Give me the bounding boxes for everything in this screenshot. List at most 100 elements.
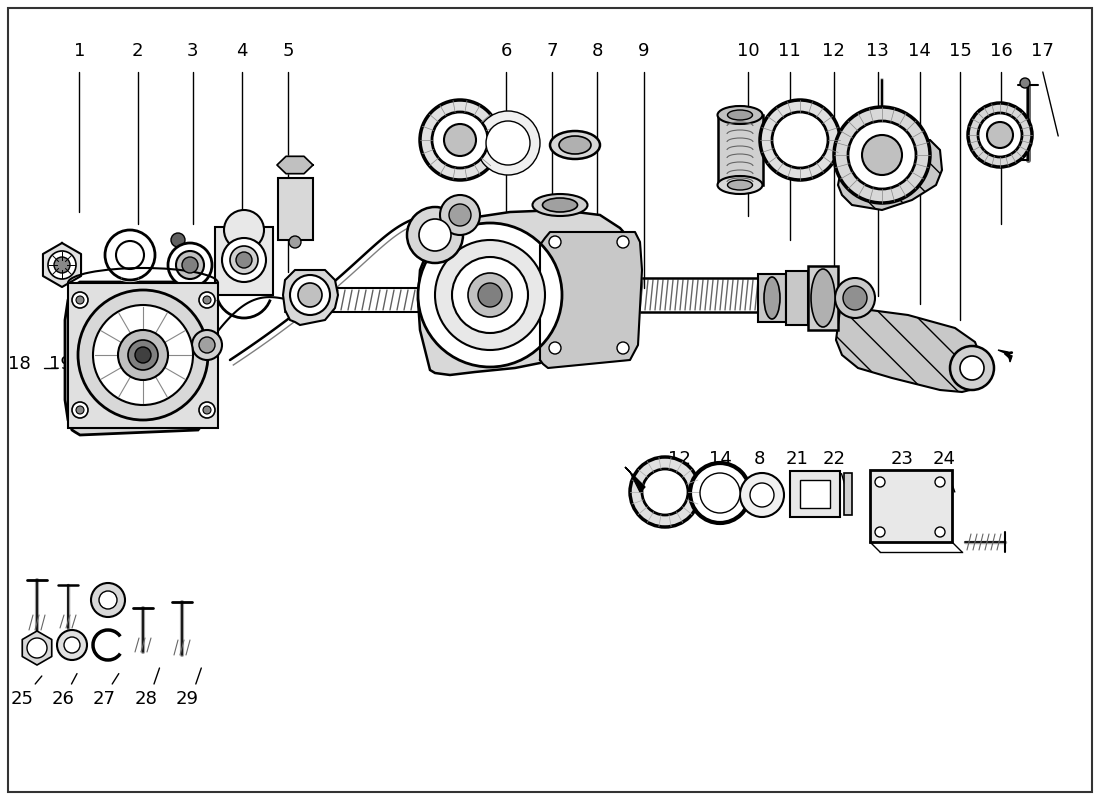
Circle shape xyxy=(449,204,471,226)
Circle shape xyxy=(224,210,264,250)
Text: 7: 7 xyxy=(547,42,558,60)
Circle shape xyxy=(1020,78,1030,88)
Text: 29: 29 xyxy=(176,690,198,707)
Polygon shape xyxy=(540,232,642,368)
Bar xyxy=(808,266,838,330)
Text: 21: 21 xyxy=(786,450,808,468)
Circle shape xyxy=(978,113,1022,157)
Circle shape xyxy=(54,257,70,273)
Circle shape xyxy=(772,112,828,168)
Ellipse shape xyxy=(717,106,762,124)
Text: 5: 5 xyxy=(283,42,294,60)
Circle shape xyxy=(444,124,476,156)
Polygon shape xyxy=(65,282,214,435)
Circle shape xyxy=(874,527,886,537)
Circle shape xyxy=(690,463,750,523)
Circle shape xyxy=(64,637,80,653)
Circle shape xyxy=(432,112,488,168)
Circle shape xyxy=(420,100,500,180)
Circle shape xyxy=(116,241,144,269)
Text: 16: 16 xyxy=(990,42,1012,60)
Circle shape xyxy=(935,527,945,537)
Text: 26: 26 xyxy=(52,690,74,707)
Polygon shape xyxy=(625,467,645,492)
Text: 27: 27 xyxy=(94,690,115,707)
Text: 14: 14 xyxy=(909,42,931,60)
Polygon shape xyxy=(418,210,638,375)
Ellipse shape xyxy=(764,277,780,319)
Circle shape xyxy=(170,233,185,247)
Bar xyxy=(844,473,852,515)
Circle shape xyxy=(289,236,301,248)
Circle shape xyxy=(935,477,945,487)
Bar xyxy=(870,470,952,542)
Text: 4: 4 xyxy=(236,42,248,60)
Circle shape xyxy=(419,219,451,251)
Polygon shape xyxy=(283,270,338,325)
Circle shape xyxy=(204,406,211,414)
Circle shape xyxy=(76,406,84,414)
Circle shape xyxy=(987,122,1013,148)
Circle shape xyxy=(476,111,540,175)
Text: 10: 10 xyxy=(737,42,759,60)
Circle shape xyxy=(290,275,330,315)
Text: 23: 23 xyxy=(891,450,913,468)
Ellipse shape xyxy=(717,176,762,194)
Circle shape xyxy=(168,243,212,287)
Text: 8: 8 xyxy=(592,42,603,60)
Circle shape xyxy=(960,356,984,380)
Text: 18: 18 xyxy=(9,355,31,373)
Circle shape xyxy=(968,103,1032,167)
Circle shape xyxy=(182,257,198,273)
Circle shape xyxy=(298,283,322,307)
Circle shape xyxy=(91,583,125,617)
Circle shape xyxy=(72,402,88,418)
Circle shape xyxy=(236,252,252,268)
Ellipse shape xyxy=(532,194,587,216)
Text: 20: 20 xyxy=(94,355,115,373)
Bar xyxy=(800,480,830,508)
Circle shape xyxy=(874,477,886,487)
Polygon shape xyxy=(838,140,942,210)
Circle shape xyxy=(94,305,192,405)
Polygon shape xyxy=(43,243,81,287)
Bar xyxy=(790,471,840,517)
Circle shape xyxy=(418,223,562,367)
Ellipse shape xyxy=(559,136,591,154)
Polygon shape xyxy=(836,310,984,392)
Circle shape xyxy=(199,402,214,418)
Text: 19: 19 xyxy=(50,355,72,373)
Circle shape xyxy=(642,469,688,515)
Circle shape xyxy=(199,337,214,353)
Ellipse shape xyxy=(727,110,752,120)
Text: 9: 9 xyxy=(638,42,649,60)
Ellipse shape xyxy=(550,131,600,159)
Ellipse shape xyxy=(727,180,752,190)
Polygon shape xyxy=(998,350,1012,362)
Circle shape xyxy=(549,342,561,354)
Circle shape xyxy=(835,278,874,318)
Circle shape xyxy=(118,330,168,380)
Polygon shape xyxy=(277,156,313,174)
Bar xyxy=(718,115,763,185)
Text: 12: 12 xyxy=(823,42,845,60)
Circle shape xyxy=(28,638,47,658)
Circle shape xyxy=(135,347,151,363)
Circle shape xyxy=(230,246,258,274)
Circle shape xyxy=(549,236,561,248)
Circle shape xyxy=(630,457,700,527)
Circle shape xyxy=(192,330,222,360)
Text: 1: 1 xyxy=(74,42,85,60)
Ellipse shape xyxy=(811,269,835,327)
Bar xyxy=(214,227,273,295)
Circle shape xyxy=(440,195,480,235)
Circle shape xyxy=(478,283,502,307)
Text: 15: 15 xyxy=(949,42,971,60)
Circle shape xyxy=(617,342,629,354)
Circle shape xyxy=(834,107,929,203)
Text: 6: 6 xyxy=(500,42,512,60)
Polygon shape xyxy=(22,631,52,665)
Circle shape xyxy=(750,483,774,507)
Circle shape xyxy=(104,230,155,280)
Circle shape xyxy=(848,121,916,189)
